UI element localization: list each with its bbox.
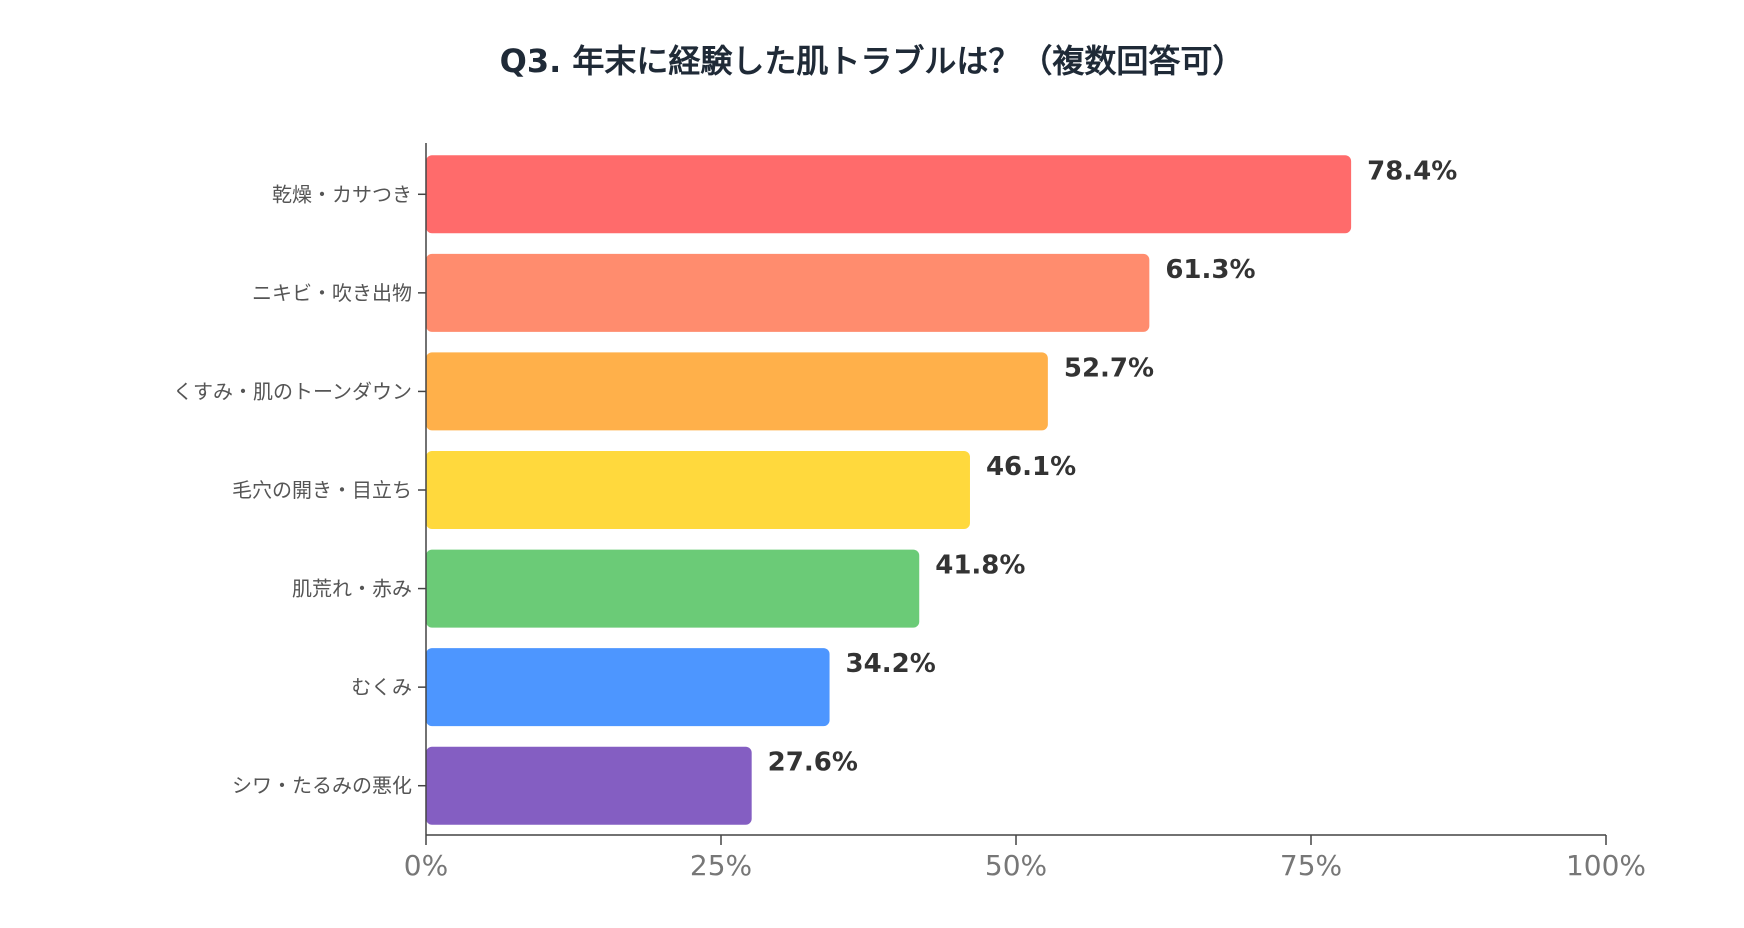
- bar-6: [426, 746, 752, 825]
- x-tick-label-4: 100%: [1566, 849, 1646, 882]
- category-label-6: シワ・たるみの悪化: [232, 774, 412, 798]
- bar-0: [426, 155, 1352, 234]
- category-label-5: むくみ: [351, 675, 412, 699]
- category-label-4: 肌荒れ・赤み: [292, 577, 412, 601]
- category-label-3: 毛穴の開き・目立ち: [232, 478, 412, 502]
- bar-1: [426, 253, 1150, 332]
- bar-5: [426, 648, 830, 727]
- bar-4: [426, 549, 920, 628]
- value-label-1: 61.3%: [1165, 255, 1255, 285]
- bar-2: [426, 352, 1048, 431]
- value-label-5: 34.2%: [846, 649, 936, 679]
- value-label-0: 78.4%: [1367, 156, 1457, 186]
- value-label-4: 41.8%: [935, 551, 1025, 581]
- category-label-2: くすみ・肌のトーンダウン: [173, 379, 412, 403]
- x-tick-label-3: 75%: [1280, 849, 1342, 882]
- value-label-3: 46.1%: [986, 452, 1076, 482]
- chart-title: Q3. 年末に経験した肌トラブルは？（複数回答可）: [499, 42, 1245, 80]
- bar-3: [426, 451, 970, 529]
- x-tick-label-2: 50%: [985, 849, 1047, 882]
- value-label-2: 52.7%: [1064, 353, 1154, 383]
- x-tick-label-0: 0%: [404, 849, 448, 882]
- value-label-6: 27.6%: [768, 748, 858, 778]
- axes-layer: 乾燥・カサつきニキビ・吹き出物くすみ・肌のトーンダウン毛穴の開き・目立ち肌荒れ・…: [173, 143, 1646, 882]
- category-label-1: ニキビ・吹き出物: [252, 281, 412, 305]
- x-tick-label-1: 25%: [690, 849, 752, 882]
- bars-layer: 78.4% 61.3% 52.7% 46.1% 41.8% 34.2% 27.6%: [426, 155, 1457, 825]
- category-label-0: 乾燥・カサつき: [272, 182, 412, 206]
